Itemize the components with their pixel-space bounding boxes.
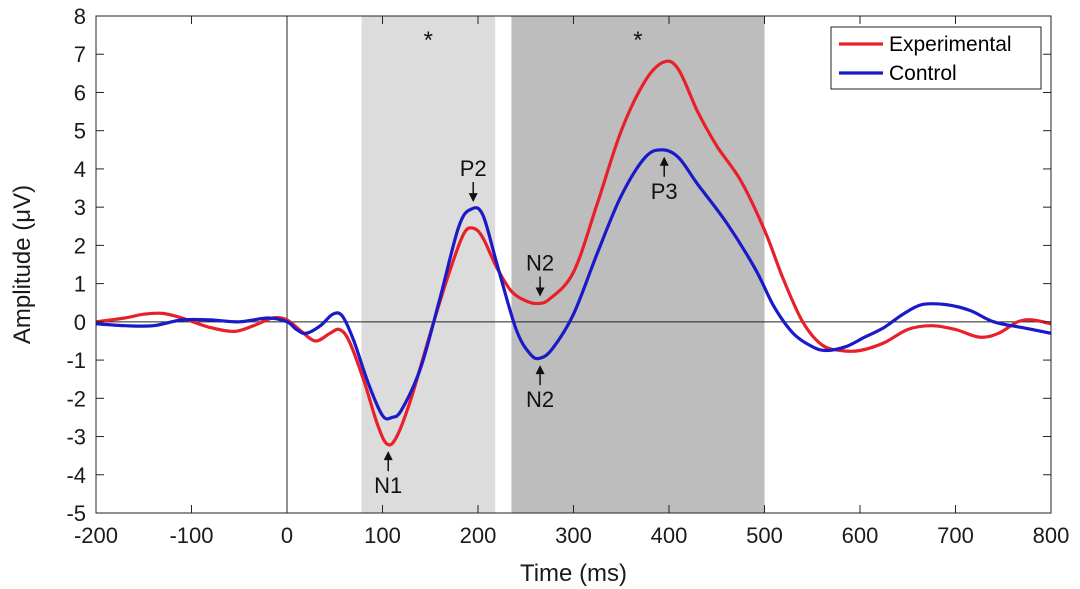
y-tick-label: -2 — [66, 386, 86, 411]
annotation-label-n2: N2 — [526, 250, 554, 275]
x-tick-label: 800 — [1033, 523, 1070, 548]
series-line-experimental — [96, 59, 1051, 447]
legend-label-control: Control — [889, 62, 957, 85]
y-tick-label: 6 — [74, 80, 86, 105]
x-tick-label: 600 — [842, 523, 879, 548]
x-tick-label: 100 — [364, 523, 401, 548]
y-tick-label: -5 — [66, 501, 86, 526]
y-tick-label: -4 — [66, 463, 86, 488]
annotation-arrowhead-p2 — [468, 193, 478, 203]
annotation-arrowhead-n2 — [535, 365, 545, 375]
y-tick-label: 7 — [74, 42, 86, 67]
significance-star-1: * — [424, 27, 433, 54]
x-axis-title: Time (ms) — [520, 560, 627, 587]
y-axis-title: Amplitude (μV) — [9, 185, 36, 344]
shaded-window-1 — [361, 16, 496, 513]
annotation-label-p2: P2 — [460, 156, 487, 181]
x-tick-label: 200 — [460, 523, 497, 548]
x-tick-label: 300 — [555, 523, 592, 548]
x-tick-label: 400 — [651, 523, 688, 548]
y-tick-label: 0 — [74, 310, 86, 335]
annotation-label-p3: P3 — [651, 179, 678, 204]
annotation-arrowhead-p3 — [659, 156, 669, 166]
shaded-window-2 — [511, 16, 765, 513]
significance-star-2: * — [633, 27, 642, 54]
y-tick-label: 5 — [74, 119, 86, 144]
legend-label-experimental: Experimental — [889, 33, 1012, 56]
y-tick-label: 3 — [74, 195, 86, 220]
y-tick-label: 8 — [74, 4, 86, 29]
x-tick-label: 500 — [746, 523, 783, 548]
annotation-arrowhead-n2 — [535, 287, 545, 297]
series-line-control — [96, 148, 1051, 421]
y-tick-label: 4 — [74, 157, 86, 182]
y-tick-label: -3 — [66, 425, 86, 450]
y-tick-label: 2 — [74, 233, 86, 258]
annotation-label-n1: N1 — [374, 473, 402, 498]
legend-box — [830, 26, 1042, 90]
legend: Experimental Control — [830, 26, 1042, 90]
x-tick-label: -100 — [169, 523, 213, 548]
y-tick-label: 1 — [74, 272, 86, 297]
x-tick-label: 700 — [937, 523, 974, 548]
annotation-arrowhead-n1 — [383, 451, 393, 461]
x-tick-label: 0 — [281, 523, 293, 548]
x-tick-label: -200 — [74, 523, 118, 548]
annotation-label-n2: N2 — [526, 387, 554, 412]
y-tick-label: -1 — [66, 348, 86, 373]
